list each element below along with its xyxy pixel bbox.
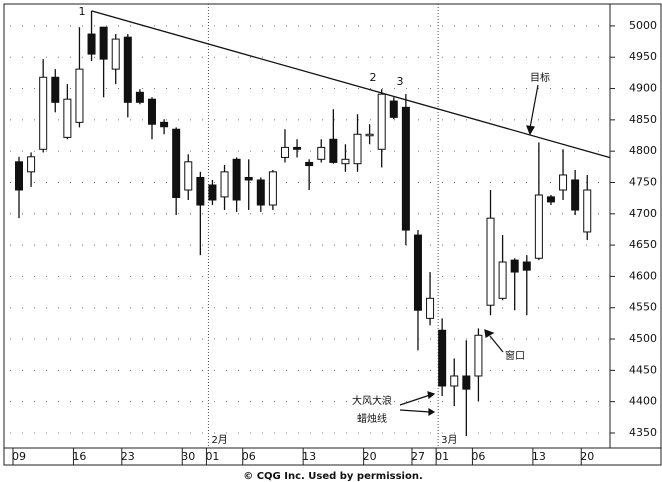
- x-tick-label: 01: [205, 450, 219, 463]
- footer: © CQG Inc. Used by permission.: [243, 471, 423, 482]
- candle-body: [438, 329, 447, 387]
- candle-body: [365, 133, 374, 137]
- candle-body: [244, 176, 253, 181]
- candle-body: [474, 334, 483, 377]
- candle-body: [305, 161, 314, 167]
- month-label: 2月: [211, 434, 227, 446]
- x-tick-label: 20: [363, 450, 377, 463]
- candle-body: [15, 161, 23, 191]
- candle-body: [389, 100, 398, 118]
- candle-body: [196, 176, 205, 206]
- x-tick-label: 13: [532, 450, 546, 463]
- y-tick-label: 4400: [629, 395, 657, 408]
- candle-body: [280, 146, 289, 158]
- candle-body: [208, 184, 217, 201]
- x-tick-label: 06: [242, 450, 256, 463]
- candle-body: [426, 297, 435, 319]
- candle-body: [329, 138, 338, 163]
- x-tick-label: 09: [12, 450, 26, 463]
- candle-body: [184, 161, 193, 191]
- candle-body: [401, 106, 410, 231]
- x-tick-label: 20: [580, 450, 594, 463]
- y-tick-label: 4950: [629, 50, 657, 63]
- y-tick-label: 4350: [629, 426, 657, 439]
- annotation: 窗口: [505, 349, 525, 362]
- x-tick-label: 06: [471, 450, 485, 463]
- x-tick-label: 27: [411, 450, 425, 463]
- candle-body: [75, 68, 84, 123]
- y-tick-label: 5000: [629, 19, 657, 32]
- annotation: 2: [370, 71, 377, 84]
- axis-frame: [609, 3, 662, 449]
- candle-body: [317, 146, 326, 160]
- candle-body: [99, 26, 108, 60]
- plot-frame: [3, 3, 611, 449]
- x-tick-label: 01: [435, 450, 449, 463]
- candle-body: [546, 196, 555, 203]
- candle-body: [160, 121, 169, 128]
- trendline: [91, 10, 611, 159]
- candle-body: [111, 38, 120, 70]
- candle-body: [353, 133, 362, 165]
- candle-body: [293, 146, 302, 150]
- candle-body: [486, 217, 495, 306]
- candle-body: [571, 179, 580, 211]
- y-tick-label: 4650: [629, 238, 657, 251]
- candle-body: [534, 194, 543, 259]
- x-axis-frame: [3, 447, 662, 466]
- candle-body: [172, 128, 181, 199]
- y-tick-label: 4750: [629, 175, 657, 188]
- annotation: 大风大浪: [352, 394, 392, 407]
- y-tick-label: 4550: [629, 301, 657, 314]
- candle-body: [341, 158, 350, 165]
- candle-body: [450, 375, 459, 387]
- candle-body: [87, 33, 96, 55]
- candle-body: [522, 261, 531, 271]
- y-tick-label: 4600: [629, 269, 657, 282]
- arrows: [399, 84, 539, 417]
- candle-body: [559, 174, 568, 191]
- candle-body: [147, 98, 156, 125]
- candle-body: [583, 189, 592, 233]
- candle-body: [256, 179, 265, 206]
- annotation: 1: [79, 5, 86, 18]
- y-tick-label: 4500: [629, 332, 657, 345]
- x-tick-label: 13: [302, 450, 316, 463]
- candle-body: [63, 98, 72, 138]
- candle-body: [413, 234, 422, 311]
- candle-body: [51, 76, 60, 103]
- x-tick-label: 30: [181, 450, 195, 463]
- candle-body: [123, 36, 132, 103]
- x-tick-label: 16: [72, 450, 86, 463]
- annotation: 3: [397, 75, 404, 88]
- y-tick-label: 4900: [629, 82, 657, 95]
- candle-body: [232, 158, 241, 201]
- candle-body: [268, 171, 277, 206]
- annotation: 目标: [530, 72, 550, 84]
- candle-body: [498, 261, 507, 299]
- candle-body: [39, 76, 48, 150]
- y-tick-label: 4450: [629, 363, 657, 376]
- candle-body: [377, 93, 386, 150]
- y-tick-label: 4700: [629, 207, 657, 220]
- y-tick-label: 4800: [629, 144, 657, 157]
- candle-body: [135, 91, 144, 103]
- candle-body: [510, 259, 519, 273]
- candle-body: [462, 375, 471, 390]
- month-label: 3月: [441, 434, 457, 446]
- candle-body: [27, 156, 36, 173]
- y-tick-label: 4850: [629, 113, 657, 126]
- annotation: 蜡烛线: [357, 412, 387, 425]
- x-tick-label: 23: [121, 450, 135, 463]
- candle-body: [220, 171, 229, 198]
